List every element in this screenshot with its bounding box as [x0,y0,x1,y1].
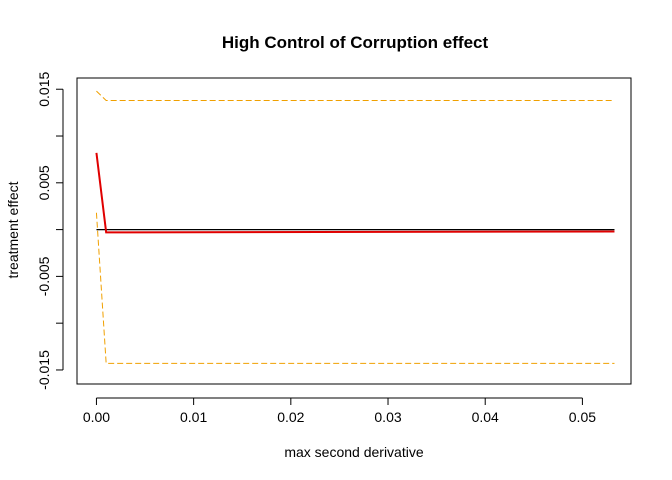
series-line-upper [96,90,615,101]
x-tick-label: 0.00 [83,409,110,425]
y-tick-label: 0.015 [36,72,52,107]
plot-frame [76,77,632,385]
y-tick-label: -0.005 [36,256,52,296]
series-line-estimate [95,152,615,234]
series-line-lower [95,212,615,364]
series-layer [95,90,615,364]
x-axis-label: max second derivative [284,444,424,460]
x-tick-label: 0.05 [569,409,596,425]
x-tick-label: 0.03 [374,409,401,425]
y-axis: -0.015 -0.005 0.005 0.015 [36,72,64,390]
y-tick-label: 0.005 [36,165,52,200]
y-axis-label: treatment effect [5,181,21,278]
x-tick-label: 0.01 [180,409,207,425]
x-tick-label: 0.02 [277,409,304,425]
x-tick-label: 0.04 [472,409,499,425]
x-axis: 0.00 0.01 0.02 0.03 0.04 0.05 [83,397,596,425]
y-tick-label: -0.015 [36,350,52,390]
chart-title: High Control of Corruption effect [222,33,489,52]
